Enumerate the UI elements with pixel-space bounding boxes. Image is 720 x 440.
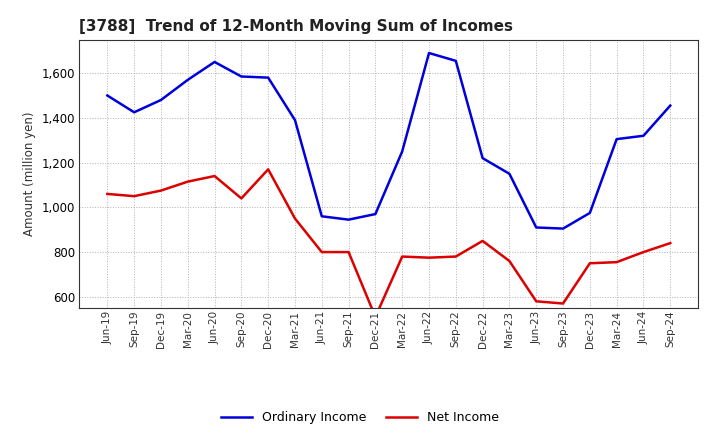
Net Income: [371, 314, 379, 319]
Net Income: [103, 191, 112, 197]
Ordinary Income: [130, 110, 138, 115]
Net Income: [585, 260, 594, 266]
Ordinary Income: [398, 149, 407, 154]
Net Income: [291, 216, 300, 221]
Net Income: [612, 260, 621, 265]
Y-axis label: Amount (million yen): Amount (million yen): [23, 112, 36, 236]
Legend: Ordinary Income, Net Income: Ordinary Income, Net Income: [216, 407, 504, 429]
Net Income: [505, 258, 514, 264]
Net Income: [184, 179, 192, 184]
Net Income: [559, 301, 567, 306]
Net Income: [237, 196, 246, 201]
Ordinary Income: [210, 59, 219, 65]
Net Income: [264, 167, 272, 172]
Net Income: [666, 241, 675, 246]
Ordinary Income: [451, 58, 460, 63]
Text: [3788]  Trend of 12-Month Moving Sum of Incomes: [3788] Trend of 12-Month Moving Sum of I…: [79, 19, 513, 34]
Net Income: [318, 249, 326, 255]
Ordinary Income: [344, 217, 353, 222]
Ordinary Income: [103, 93, 112, 98]
Ordinary Income: [585, 210, 594, 216]
Ordinary Income: [425, 50, 433, 55]
Net Income: [130, 194, 138, 199]
Net Income: [639, 249, 648, 255]
Net Income: [157, 188, 166, 193]
Ordinary Income: [478, 155, 487, 161]
Ordinary Income: [318, 214, 326, 219]
Net Income: [478, 238, 487, 244]
Ordinary Income: [505, 171, 514, 176]
Net Income: [398, 254, 407, 259]
Ordinary Income: [639, 133, 648, 139]
Ordinary Income: [264, 75, 272, 80]
Ordinary Income: [291, 117, 300, 123]
Ordinary Income: [612, 136, 621, 142]
Ordinary Income: [559, 226, 567, 231]
Ordinary Income: [532, 225, 541, 230]
Line: Net Income: Net Income: [107, 169, 670, 317]
Ordinary Income: [371, 211, 379, 216]
Ordinary Income: [666, 103, 675, 108]
Ordinary Income: [237, 74, 246, 79]
Ordinary Income: [184, 77, 192, 82]
Net Income: [425, 255, 433, 260]
Net Income: [532, 299, 541, 304]
Line: Ordinary Income: Ordinary Income: [107, 53, 670, 229]
Net Income: [344, 249, 353, 255]
Net Income: [210, 173, 219, 179]
Net Income: [451, 254, 460, 259]
Ordinary Income: [157, 97, 166, 103]
